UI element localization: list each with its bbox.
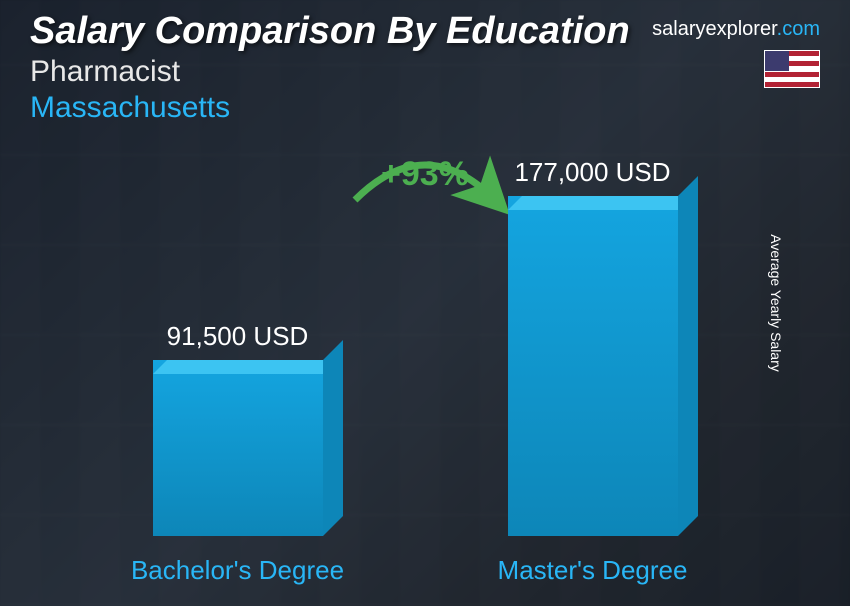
bar-chart: 91,500 USD 177,000 USD	[60, 150, 770, 536]
bar-3d	[508, 196, 678, 536]
subtitle-job: Pharmacist	[30, 55, 820, 89]
subtitle-location: Massachusetts	[30, 91, 820, 125]
flag-icon	[764, 50, 820, 88]
x-axis-label: Bachelor's Degree	[88, 555, 388, 586]
x-axis-labels: Bachelor's Degree Master's Degree	[60, 555, 770, 586]
brand-prefix: salaryexplorer	[652, 18, 777, 40]
brand-label: salaryexplorer.com	[652, 18, 820, 41]
bar-group: 91,500 USD	[88, 321, 388, 536]
bar-value-label: 91,500 USD	[167, 321, 309, 352]
bar-group: 177,000 USD	[443, 157, 743, 536]
bar-3d	[153, 360, 323, 536]
x-axis-label: Master's Degree	[443, 555, 743, 586]
bar-value-label: 177,000 USD	[514, 157, 670, 188]
header: Salary Comparison By Education Pharmacis…	[30, 10, 820, 125]
brand-suffix: .com	[777, 18, 820, 40]
